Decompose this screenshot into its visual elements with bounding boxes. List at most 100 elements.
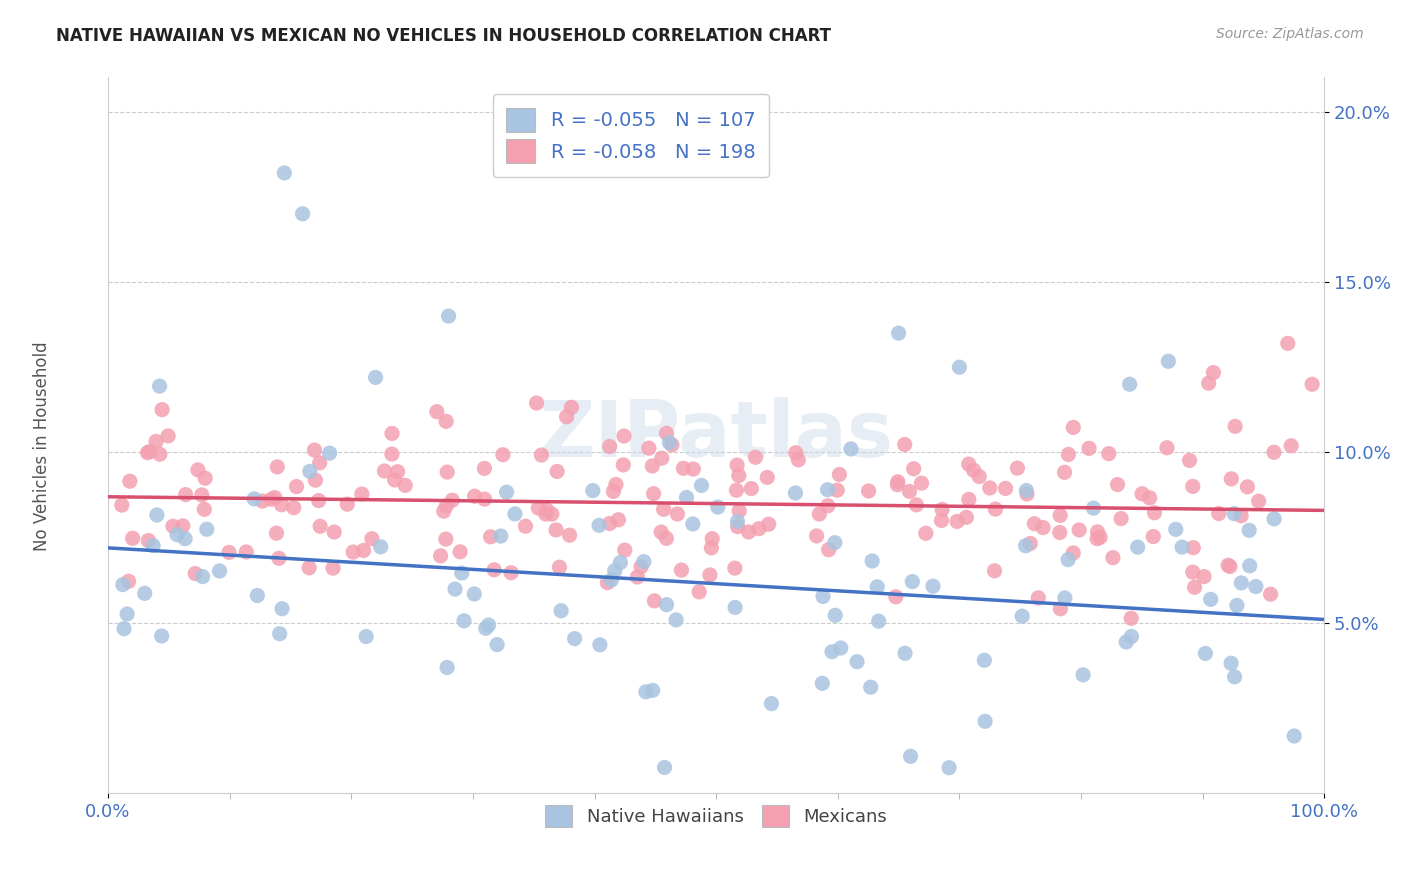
Point <box>1085 532 1108 546</box>
Point <box>322 561 344 575</box>
Point <box>530 448 553 462</box>
Point <box>145 434 167 449</box>
Point <box>318 446 340 460</box>
Point <box>931 513 953 527</box>
Point <box>527 501 550 516</box>
Point <box>652 502 675 516</box>
Point <box>142 539 165 553</box>
Point <box>384 473 406 487</box>
Point <box>817 483 839 497</box>
Point <box>655 426 678 441</box>
Point <box>252 494 274 508</box>
Point <box>666 507 689 521</box>
Point <box>115 607 138 621</box>
Point <box>434 414 457 428</box>
Point <box>868 614 890 628</box>
Point <box>634 685 657 699</box>
Point <box>436 465 458 479</box>
Point <box>744 450 766 465</box>
Point <box>893 437 915 451</box>
Point <box>157 429 180 443</box>
Point <box>195 522 218 536</box>
Point <box>1282 729 1305 743</box>
Point <box>558 528 581 542</box>
Point <box>824 608 846 623</box>
Point <box>884 590 907 604</box>
Point <box>1062 546 1084 560</box>
Point <box>1156 441 1178 455</box>
Point <box>1098 447 1121 461</box>
Point <box>1157 354 1180 368</box>
Point <box>979 481 1001 495</box>
Point <box>1301 377 1323 392</box>
Point <box>1230 508 1253 523</box>
Legend: Native Hawaiians, Mexicans: Native Hawaiians, Mexicans <box>538 798 894 834</box>
Point <box>655 598 678 612</box>
Point <box>728 504 751 518</box>
Point <box>184 566 207 581</box>
Point <box>111 498 134 512</box>
Point <box>846 655 869 669</box>
Point <box>641 683 664 698</box>
Point <box>269 626 291 640</box>
Point <box>1015 487 1038 501</box>
Point <box>1216 558 1239 573</box>
Point <box>1083 501 1105 516</box>
Point <box>1263 512 1285 526</box>
Point <box>555 409 578 424</box>
Point <box>898 484 921 499</box>
Point <box>1087 524 1109 539</box>
Point <box>828 467 851 482</box>
Point <box>308 456 330 470</box>
Point <box>707 500 730 514</box>
Point <box>463 587 485 601</box>
Point <box>957 492 980 507</box>
Point <box>429 549 451 563</box>
Point <box>613 429 636 443</box>
Point <box>655 532 678 546</box>
Point <box>1011 609 1033 624</box>
Point <box>273 166 295 180</box>
Point <box>479 530 502 544</box>
Point <box>603 564 626 578</box>
Point <box>1171 540 1194 554</box>
Point <box>263 491 285 505</box>
Point <box>482 563 505 577</box>
Point <box>503 507 526 521</box>
Point <box>243 491 266 506</box>
Point <box>381 426 404 441</box>
Point <box>859 680 882 694</box>
Point <box>146 508 169 522</box>
Point <box>672 461 695 475</box>
Point <box>984 502 1007 516</box>
Point <box>174 488 197 502</box>
Point <box>787 452 810 467</box>
Point <box>665 613 688 627</box>
Point <box>1088 530 1111 544</box>
Point <box>675 491 697 505</box>
Point <box>643 486 665 500</box>
Point <box>564 632 586 646</box>
Point <box>682 462 704 476</box>
Point <box>112 622 135 636</box>
Point <box>138 533 160 548</box>
Point <box>1019 536 1042 550</box>
Point <box>602 484 624 499</box>
Point <box>938 761 960 775</box>
Point <box>967 469 990 483</box>
Point <box>235 545 257 559</box>
Point <box>162 519 184 533</box>
Point <box>1057 552 1080 566</box>
Point <box>361 532 384 546</box>
Point <box>1053 466 1076 480</box>
Point <box>437 309 460 323</box>
Point <box>901 574 924 589</box>
Point <box>1015 483 1038 498</box>
Point <box>725 458 748 472</box>
Point <box>643 594 665 608</box>
Point <box>1236 480 1258 494</box>
Point <box>582 483 605 498</box>
Point <box>283 500 305 515</box>
Point <box>271 601 294 615</box>
Point <box>1247 494 1270 508</box>
